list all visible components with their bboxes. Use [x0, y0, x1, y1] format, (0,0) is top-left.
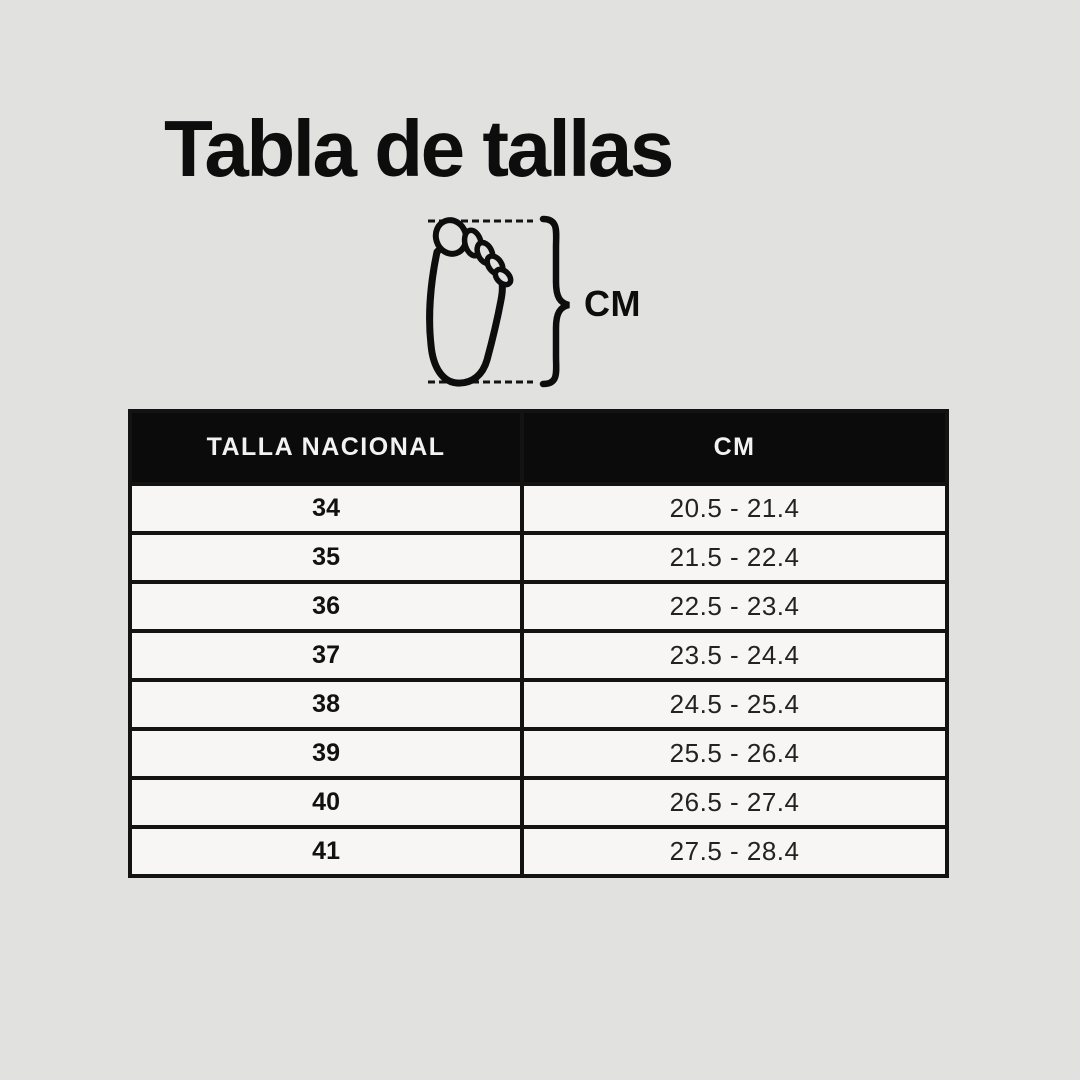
page-title: Tabla de tallas	[164, 104, 674, 193]
cm-cell: 22.5 - 23.4	[520, 580, 949, 633]
table-row: 36 22.5 - 23.4	[127, 580, 949, 633]
size-table: TALLA NACIONAL CM 34 20.5 - 21.4 35 21.5…	[127, 409, 949, 878]
cm-cell: 23.5 - 24.4	[520, 629, 949, 682]
talla-cell: 40	[127, 776, 525, 829]
table-row: 40 26.5 - 27.4	[127, 776, 949, 829]
cm-cell: 20.5 - 21.4	[520, 482, 949, 535]
size-table-header: TALLA NACIONAL CM	[127, 409, 949, 486]
foot-outline-icon	[426, 217, 514, 387]
talla-cell: 39	[127, 727, 525, 780]
talla-cell: 37	[127, 629, 525, 682]
talla-cell: 38	[127, 678, 525, 731]
table-row: 41 27.5 - 28.4	[127, 825, 949, 878]
table-row: 35 21.5 - 22.4	[127, 531, 949, 584]
header-cm: CM	[520, 409, 949, 486]
cm-cell: 25.5 - 26.4	[520, 727, 949, 780]
size-table-body: 34 20.5 - 21.4 35 21.5 - 22.4 36 22.5 - …	[127, 482, 949, 878]
talla-cell: 41	[127, 825, 525, 878]
foot-measure-figure	[415, 210, 670, 400]
unit-label-cm: CM	[584, 283, 641, 324]
talla-cell: 34	[127, 482, 525, 535]
curly-brace-icon	[539, 215, 570, 388]
cm-cell: 26.5 - 27.4	[520, 776, 949, 829]
table-row: 37 23.5 - 24.4	[127, 629, 949, 682]
cm-cell: 24.5 - 25.4	[520, 678, 949, 731]
talla-cell: 35	[127, 531, 525, 584]
cm-cell: 27.5 - 28.4	[520, 825, 949, 878]
table-row: 34 20.5 - 21.4	[127, 482, 949, 535]
table-row: 39 25.5 - 26.4	[127, 727, 949, 780]
table-row: 38 24.5 - 25.4	[127, 678, 949, 731]
foot-measure-illustration	[426, 215, 570, 388]
talla-cell: 36	[127, 580, 525, 633]
cm-cell: 21.5 - 22.4	[520, 531, 949, 584]
header-talla-nacional: TALLA NACIONAL	[127, 409, 525, 486]
header-row: TALLA NACIONAL CM	[127, 409, 949, 486]
